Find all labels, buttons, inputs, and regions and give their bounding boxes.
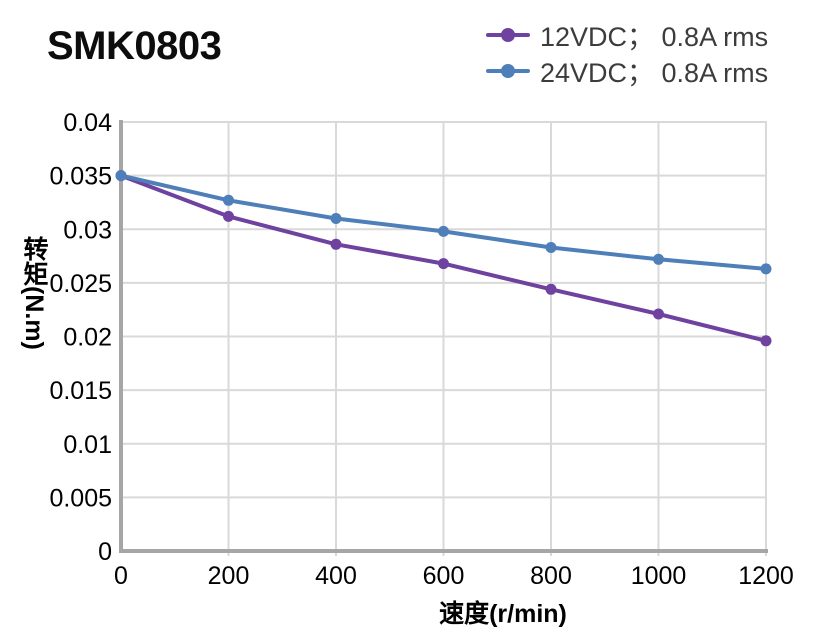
x-tick-label: 400 [315, 562, 357, 590]
y-tick-label: 0.035 [49, 163, 112, 191]
legend-label-24vdc: 24VDC； 0.8A rms [540, 58, 769, 88]
x-tick-label: 600 [423, 562, 465, 590]
chart-title: SMK0803 [47, 24, 222, 68]
data-point-series-0 [545, 283, 557, 295]
y-tick-label: 0.025 [49, 270, 112, 298]
data-point-series-1 [545, 242, 557, 253]
data-point-series-1 [330, 213, 342, 224]
data-point-series-1 [760, 263, 772, 275]
x-tick-label: 1000 [631, 562, 687, 590]
x-tick-label: 1200 [738, 562, 794, 590]
y-tick-label: 0.005 [49, 484, 112, 512]
y-tick-label: 0.02 [63, 324, 112, 352]
data-point-series-1 [653, 253, 664, 265]
x-axis-title: 速度(r/min) [439, 600, 567, 628]
y-tick-label: 0.015 [49, 377, 112, 405]
legend-dot-12vdc [501, 27, 515, 42]
x-tick-label: 800 [530, 562, 572, 590]
legend-dot-24vdc [501, 63, 515, 78]
y-tick-label: 0 [98, 538, 112, 566]
y-axis-title: 转矩(N.m) [20, 236, 48, 350]
data-point-series-1 [438, 225, 449, 237]
y-tick-label: 0.03 [63, 216, 112, 244]
data-point-series-1 [115, 170, 127, 182]
data-point-series-1 [223, 194, 234, 206]
x-tick-label: 200 [208, 562, 250, 590]
legend-label-12vdc: 12VDC； 0.8A rms [540, 22, 769, 52]
data-point-series-0 [653, 308, 664, 320]
legend: 12VDC； 0.8A rms 24VDC； 0.8A rms [486, 18, 769, 88]
y-tick-label: 0.04 [63, 109, 112, 137]
data-point-series-0 [223, 210, 234, 222]
legend-marker-12vdc-icon [486, 27, 530, 42]
data-point-series-0 [438, 258, 449, 270]
legend-item-24vdc: 24VDC； 0.8A rms [486, 54, 769, 88]
data-point-series-0 [330, 238, 342, 250]
data-point-series-0 [760, 335, 772, 347]
y-tick-label: 0.01 [63, 431, 112, 459]
legend-marker-24vdc-icon [486, 63, 530, 78]
legend-item-12vdc: 12VDC； 0.8A rms [486, 18, 769, 52]
x-tick-label: 0 [114, 562, 128, 590]
